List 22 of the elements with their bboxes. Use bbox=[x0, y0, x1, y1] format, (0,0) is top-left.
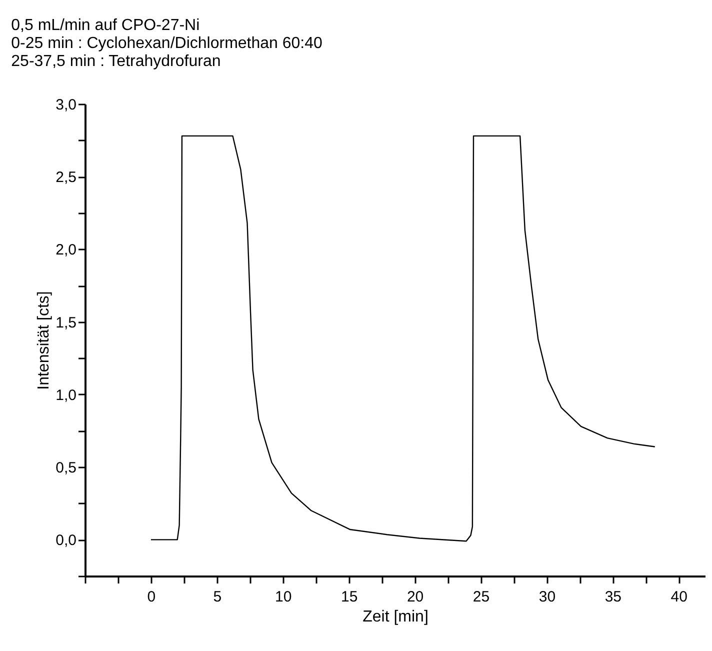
x-tick-label: 10 bbox=[275, 588, 292, 606]
y-tick-label: 0,0 bbox=[56, 532, 76, 550]
x-tick-label: 25 bbox=[472, 588, 490, 606]
y-tick-label: 0,5 bbox=[56, 460, 76, 477]
chart-title: 0,5 mL/min auf CPO-27-Ni bbox=[11, 17, 200, 34]
x-tick-label: 20 bbox=[406, 588, 424, 606]
y-tick-label: 1,5 bbox=[56, 314, 76, 332]
x-tick-label: 0 bbox=[147, 588, 156, 606]
y-tick-label: 2,5 bbox=[56, 169, 76, 186]
line-series bbox=[150, 135, 656, 542]
y-tick-label: 2,0 bbox=[56, 242, 76, 259]
y-axis-title: Intensität [cts] bbox=[36, 291, 53, 390]
x-tick-label: 30 bbox=[538, 588, 556, 606]
text: 25-37,5 min : Tetrahydrofuran bbox=[11, 53, 221, 70]
x-axis-title: Zeit [min] bbox=[362, 608, 428, 626]
y-tick-label: 3,0 bbox=[56, 96, 76, 114]
x-tick-label: 40 bbox=[670, 588, 688, 606]
text: 0-25 min : Cyclohexan/Dichlormethan 60:40 bbox=[11, 35, 323, 52]
x-tick-label: 5 bbox=[213, 588, 222, 606]
x-tick-label: 35 bbox=[604, 588, 622, 606]
x-tick-label: 15 bbox=[340, 588, 358, 606]
y-tick-label: 1,0 bbox=[56, 386, 76, 404]
